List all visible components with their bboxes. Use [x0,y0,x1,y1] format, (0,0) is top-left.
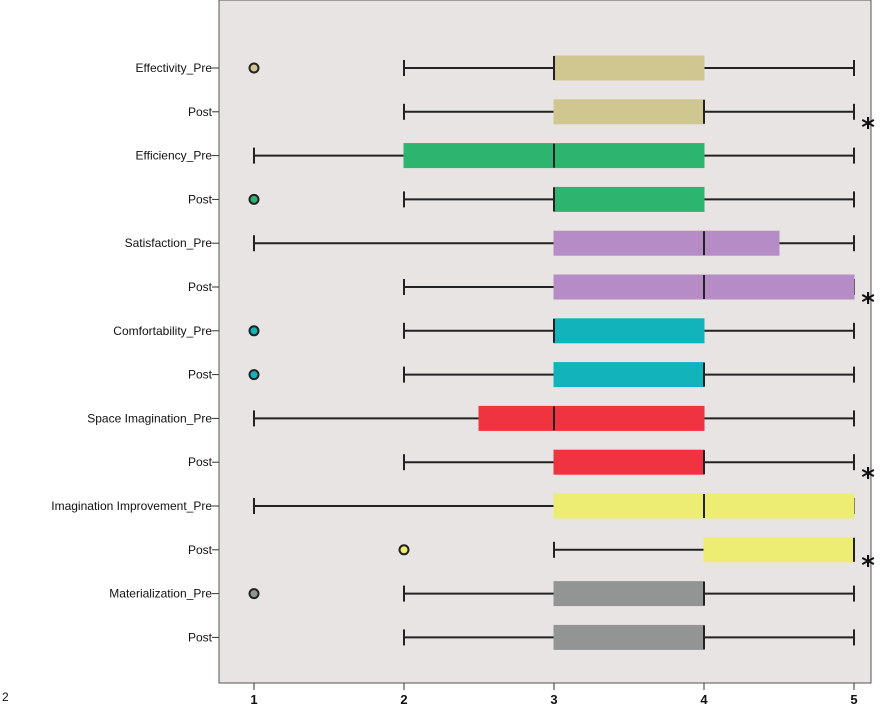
x-tick-label: 3 [550,692,557,707]
category-label: Post [188,192,213,206]
x-tick-label: 2 [400,692,407,707]
plot-area [218,0,872,684]
box-row [253,493,855,519]
category-label: Post [188,105,213,119]
category-label: Post [188,280,213,294]
box-row: * [398,537,875,581]
category-label: Space Imagination_Pre [87,411,212,425]
box-row [253,405,855,431]
category-label: Post [188,630,213,644]
outlier-point [248,588,260,600]
category-labels: Effectivity_Pre Post Efficiency_Pre Post Sat… [51,61,219,644]
category-label: Comfortability_Pre [113,324,212,338]
box-iqr [553,99,705,125]
box-iqr [703,537,855,563]
category-label: Materialization_Pre [109,587,212,601]
box-iqr [553,581,705,607]
box-iqr [553,186,705,212]
extreme-marker: * [861,463,875,493]
box-iqr [553,230,780,256]
category-label: Post [188,368,213,382]
box-iqr [553,624,705,650]
outlier-point [248,193,260,205]
extreme-marker: * [861,113,875,143]
box-row [248,318,855,344]
extreme-marker: * [861,551,875,581]
outlier-point [248,369,260,381]
outlier-point [248,325,260,337]
x-tick-label: 4 [700,692,708,707]
box-iqr [553,55,705,81]
x-tick-label: 5 [850,692,857,707]
box-row: * [403,99,875,143]
box-row [253,230,855,256]
x-axis-ticks: 1 2 3 4 5 [250,683,858,707]
category-label: Imagination Improvement_Pre [51,499,212,513]
boxes-layer: * * * * [248,55,875,650]
box-row [248,581,855,607]
category-label: Post [188,543,213,557]
box-iqr [478,405,705,431]
category-label: Satisfaction_Pre [125,236,213,250]
box-row [403,624,855,650]
extreme-marker: * [861,288,875,318]
outlier-point [248,62,260,74]
box-iqr [553,362,705,388]
box-row: * [403,449,875,493]
category-label: Post [188,455,213,469]
box-row [248,55,855,81]
category-label: Effectivity_Pre [136,61,213,75]
outlier-point [398,544,410,556]
box-iqr [553,318,705,344]
box-iqr [553,449,705,475]
corner-label: 2 [2,690,9,704]
box-row: * [403,274,875,318]
box-row [248,362,855,388]
category-label: Efficiency_Pre [136,149,213,163]
box-row [253,143,855,169]
x-tick-label: 1 [250,692,257,707]
box-row [248,186,855,212]
